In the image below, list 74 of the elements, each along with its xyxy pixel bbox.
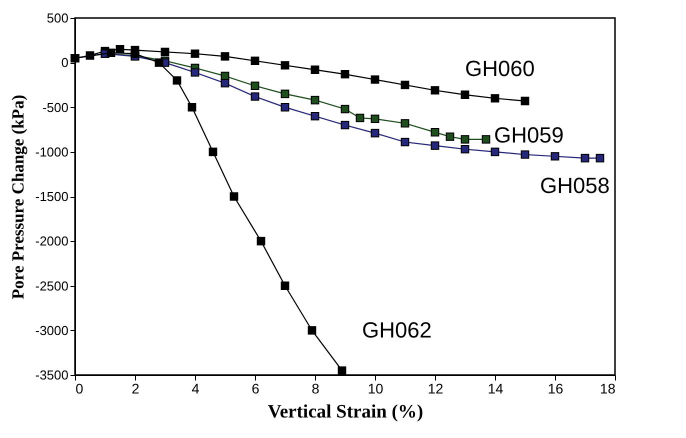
- y-tick-label: -500: [42, 100, 68, 115]
- point: [310, 66, 320, 74]
- x-tick-label: 16: [548, 380, 564, 396]
- point: [338, 366, 346, 375]
- point: [172, 76, 182, 85]
- point: [430, 128, 440, 136]
- y-tick-label: 0: [61, 55, 68, 70]
- point: [460, 90, 470, 99]
- point: [250, 56, 260, 66]
- x-tick-label: 6: [252, 380, 260, 396]
- point: [208, 148, 218, 156]
- point: [280, 103, 290, 112]
- point: [220, 52, 230, 61]
- point: [280, 61, 290, 70]
- point: [370, 75, 380, 84]
- point: [340, 70, 350, 78]
- y-tick-label: -3500: [35, 368, 68, 382]
- point: [308, 326, 316, 335]
- point: [106, 48, 116, 58]
- y-tick-label: 500: [46, 10, 68, 26]
- point: [490, 94, 500, 103]
- point: [190, 49, 200, 58]
- point: [446, 132, 454, 141]
- x-tick-label: 2: [132, 380, 140, 396]
- point: [370, 114, 380, 124]
- point: [460, 144, 470, 154]
- series-label: GH062: [362, 318, 432, 343]
- point: [460, 135, 470, 144]
- point: [482, 135, 490, 144]
- x-tick-label: 18: [600, 380, 616, 396]
- point: [256, 236, 266, 246]
- point: [340, 120, 350, 130]
- point: [430, 86, 440, 94]
- point: [580, 154, 590, 162]
- series-label: GH060: [465, 56, 535, 82]
- series-label: GH059: [494, 122, 564, 148]
- y-tick-label: -3000: [35, 322, 68, 338]
- point: [596, 154, 604, 162]
- x-tick-label: 10: [368, 380, 384, 396]
- point: [520, 96, 530, 106]
- point: [520, 150, 530, 159]
- point: [400, 119, 410, 128]
- x-tick-label: 8: [312, 380, 320, 396]
- series-label: GH058: [540, 173, 610, 198]
- point: [154, 58, 164, 67]
- point: [370, 128, 380, 138]
- point: [340, 104, 350, 114]
- point: [356, 114, 364, 122]
- point: [310, 112, 320, 120]
- point: [400, 138, 410, 146]
- point: [160, 48, 170, 56]
- x-tick-label: 4: [192, 380, 200, 396]
- y-tick-label: -1000: [35, 144, 68, 160]
- point: [490, 148, 500, 156]
- y-tick-label: -2500: [35, 278, 68, 294]
- point: [220, 78, 230, 88]
- point: [250, 82, 260, 90]
- x-axis-title: Vertical Strain (%): [268, 402, 424, 422]
- y-tick-label: -1500: [35, 189, 68, 204]
- point: [230, 192, 238, 201]
- point: [188, 103, 196, 112]
- point: [280, 282, 290, 290]
- point: [310, 96, 320, 104]
- point: [550, 152, 560, 161]
- x-tick-label: 12: [428, 380, 444, 396]
- y-axis-title: Pore Pressure Change (kPa): [8, 94, 28, 300]
- x-tick-label: 14: [488, 380, 504, 396]
- point: [190, 68, 200, 77]
- point: [280, 90, 290, 98]
- y-tick-label: -2000: [35, 234, 68, 249]
- x-tick-label: 0: [76, 380, 84, 396]
- point: [430, 141, 440, 150]
- point: [400, 80, 410, 90]
- point: [250, 92, 260, 101]
